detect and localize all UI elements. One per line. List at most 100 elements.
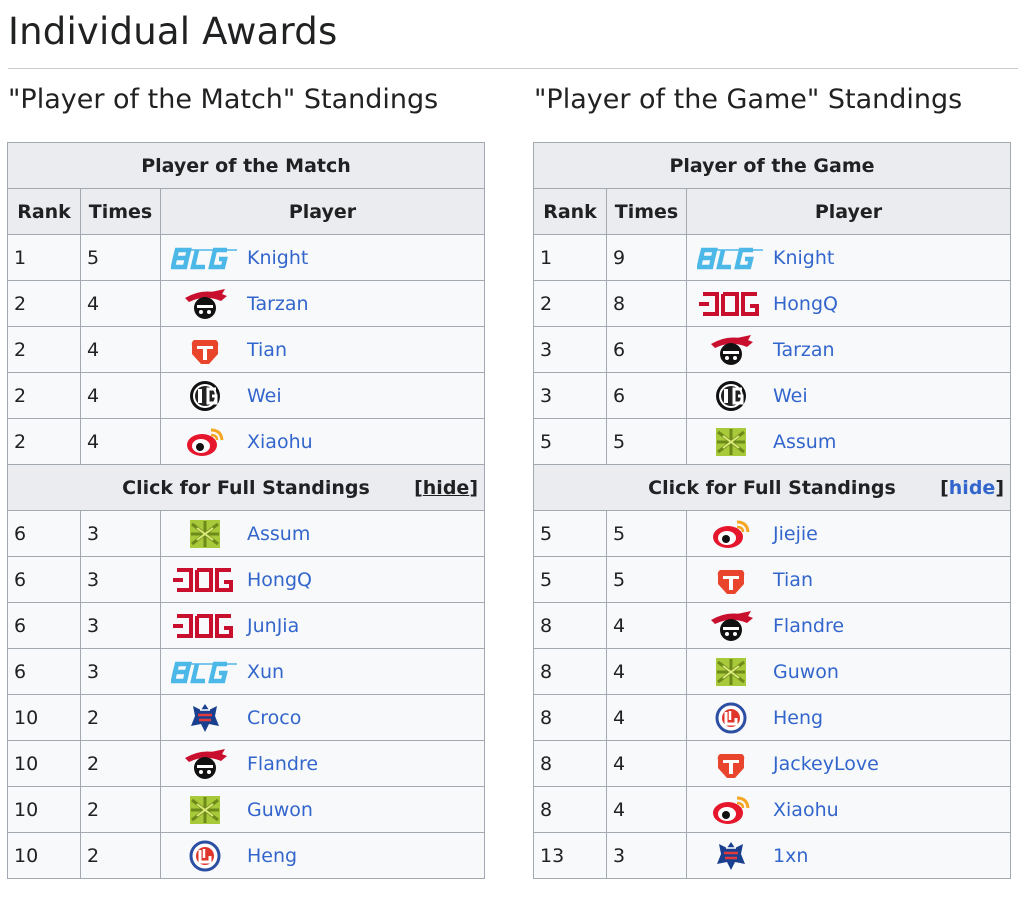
nip-logo[interactable] [171, 518, 239, 550]
rank-cell: 10 [7, 832, 81, 879]
wbg-logo[interactable] [697, 518, 765, 550]
player-link[interactable]: Flandre [247, 752, 319, 775]
jdg-logo[interactable] [697, 288, 765, 320]
nip-logo[interactable] [697, 426, 765, 458]
table-row: 2 4 Tarzan [7, 280, 485, 327]
player-link[interactable]: Wei [773, 384, 808, 407]
table-row: 1 9 Knight [533, 234, 1011, 281]
full-standings-toggle-header: Click for Full Standings [hide] [7, 464, 485, 511]
player-link[interactable]: Heng [773, 706, 824, 729]
player-link[interactable]: 1xn [773, 844, 809, 867]
lng-logo[interactable] [697, 334, 765, 366]
player-link[interactable]: HongQ [773, 292, 838, 315]
times-cell: 2 [80, 832, 161, 879]
we-logo[interactable] [171, 702, 239, 734]
player-cell: Heng [686, 694, 1011, 741]
times-cell: 4 [606, 786, 687, 833]
column-header-rank: Rank [7, 188, 81, 235]
times-cell: 4 [606, 694, 687, 741]
rank-cell: 2 [7, 372, 81, 419]
player-link[interactable]: JunJia [247, 614, 300, 637]
player-link[interactable]: Flandre [773, 614, 845, 637]
player-link[interactable]: Knight [247, 246, 309, 269]
player-link[interactable]: Tarzan [773, 338, 835, 361]
we-logo[interactable] [697, 840, 765, 872]
jdg-logo[interactable] [171, 610, 239, 642]
times-cell: 5 [606, 418, 687, 465]
player-link[interactable]: Jiejie [773, 522, 818, 545]
times-cell: 3 [606, 832, 687, 879]
nip-logo[interactable] [171, 794, 239, 826]
player-link[interactable]: Guwon [773, 660, 839, 683]
rank-cell: 10 [7, 694, 81, 741]
lgd-logo[interactable] [697, 702, 765, 734]
column-header-rank: Rank [533, 188, 607, 235]
ig-logo[interactable] [697, 380, 765, 412]
table-row: 6 3 HongQ [7, 556, 485, 603]
player-link[interactable]: Tarzan [247, 292, 309, 315]
player-cell: Jiejie [686, 510, 1011, 557]
player-link[interactable]: Croco [247, 706, 302, 729]
player-link[interactable]: Xiaohu [773, 798, 839, 821]
wbg-logo[interactable] [171, 426, 239, 458]
hide-link[interactable]: hide [948, 476, 996, 499]
times-cell: 4 [606, 602, 687, 649]
table-row: 5 5 Tian [533, 556, 1011, 603]
player-cell: 1xn [686, 832, 1011, 879]
player-cell: Knight [686, 234, 1011, 281]
times-cell: 4 [80, 280, 161, 327]
lng-logo[interactable] [697, 610, 765, 642]
blg-logo[interactable] [171, 242, 239, 274]
player-cell: Knight [160, 234, 485, 281]
times-cell: 6 [606, 326, 687, 373]
rank-cell: 6 [7, 602, 81, 649]
player-link[interactable]: Assum [773, 430, 837, 453]
times-cell: 4 [606, 740, 687, 787]
player-link[interactable]: Wei [247, 384, 282, 407]
player-link[interactable]: Xun [247, 660, 285, 683]
blg-logo[interactable] [697, 242, 765, 274]
hide-link[interactable]: hide [422, 476, 470, 499]
player-link[interactable]: Xiaohu [247, 430, 313, 453]
lgd-logo[interactable] [171, 840, 239, 872]
player-link[interactable]: Heng [247, 844, 298, 867]
rank-cell: 1 [7, 234, 81, 281]
tes-logo[interactable] [171, 334, 239, 366]
column-header-player: Player [160, 188, 485, 235]
table-row: 3 6 Wei [533, 372, 1011, 419]
blg-logo[interactable] [171, 656, 239, 688]
player-link[interactable]: Tian [773, 568, 813, 591]
rank-cell: 8 [533, 694, 607, 741]
hide-toggle: [hide] [414, 476, 478, 499]
times-cell: 3 [80, 556, 161, 603]
tes-logo[interactable] [697, 748, 765, 780]
times-cell: 2 [80, 694, 161, 741]
lng-logo[interactable] [171, 748, 239, 780]
player-cell: Assum [160, 510, 485, 557]
table-row: 8 4 Flandre [533, 602, 1011, 649]
times-cell: 3 [80, 648, 161, 695]
rank-cell: 5 [533, 556, 607, 603]
times-cell: 9 [606, 234, 687, 281]
lng-logo[interactable] [171, 288, 239, 320]
table-row: 1 5 Knight [7, 234, 485, 281]
wbg-logo[interactable] [697, 794, 765, 826]
times-cell: 6 [606, 372, 687, 419]
times-cell: 2 [80, 786, 161, 833]
nip-logo[interactable] [697, 656, 765, 688]
player-cell: Wei [686, 372, 1011, 419]
player-link[interactable]: Guwon [247, 798, 313, 821]
player-link[interactable]: HongQ [247, 568, 312, 591]
player-link[interactable]: JackeyLove [773, 752, 879, 775]
jdg-logo[interactable] [171, 564, 239, 596]
ig-logo[interactable] [171, 380, 239, 412]
player-link[interactable]: Assum [247, 522, 311, 545]
player-of-the-game-heading: "Player of the Game" Standings [534, 84, 963, 115]
player-of-the-match-heading: "Player of the Match" Standings [8, 84, 439, 115]
player-cell: Tian [160, 326, 485, 373]
hide-toggle: [hide] [940, 476, 1004, 499]
table-row: 2 8 HongQ [533, 280, 1011, 327]
player-link[interactable]: Tian [247, 338, 287, 361]
player-link[interactable]: Knight [773, 246, 835, 269]
tes-logo[interactable] [697, 564, 765, 596]
